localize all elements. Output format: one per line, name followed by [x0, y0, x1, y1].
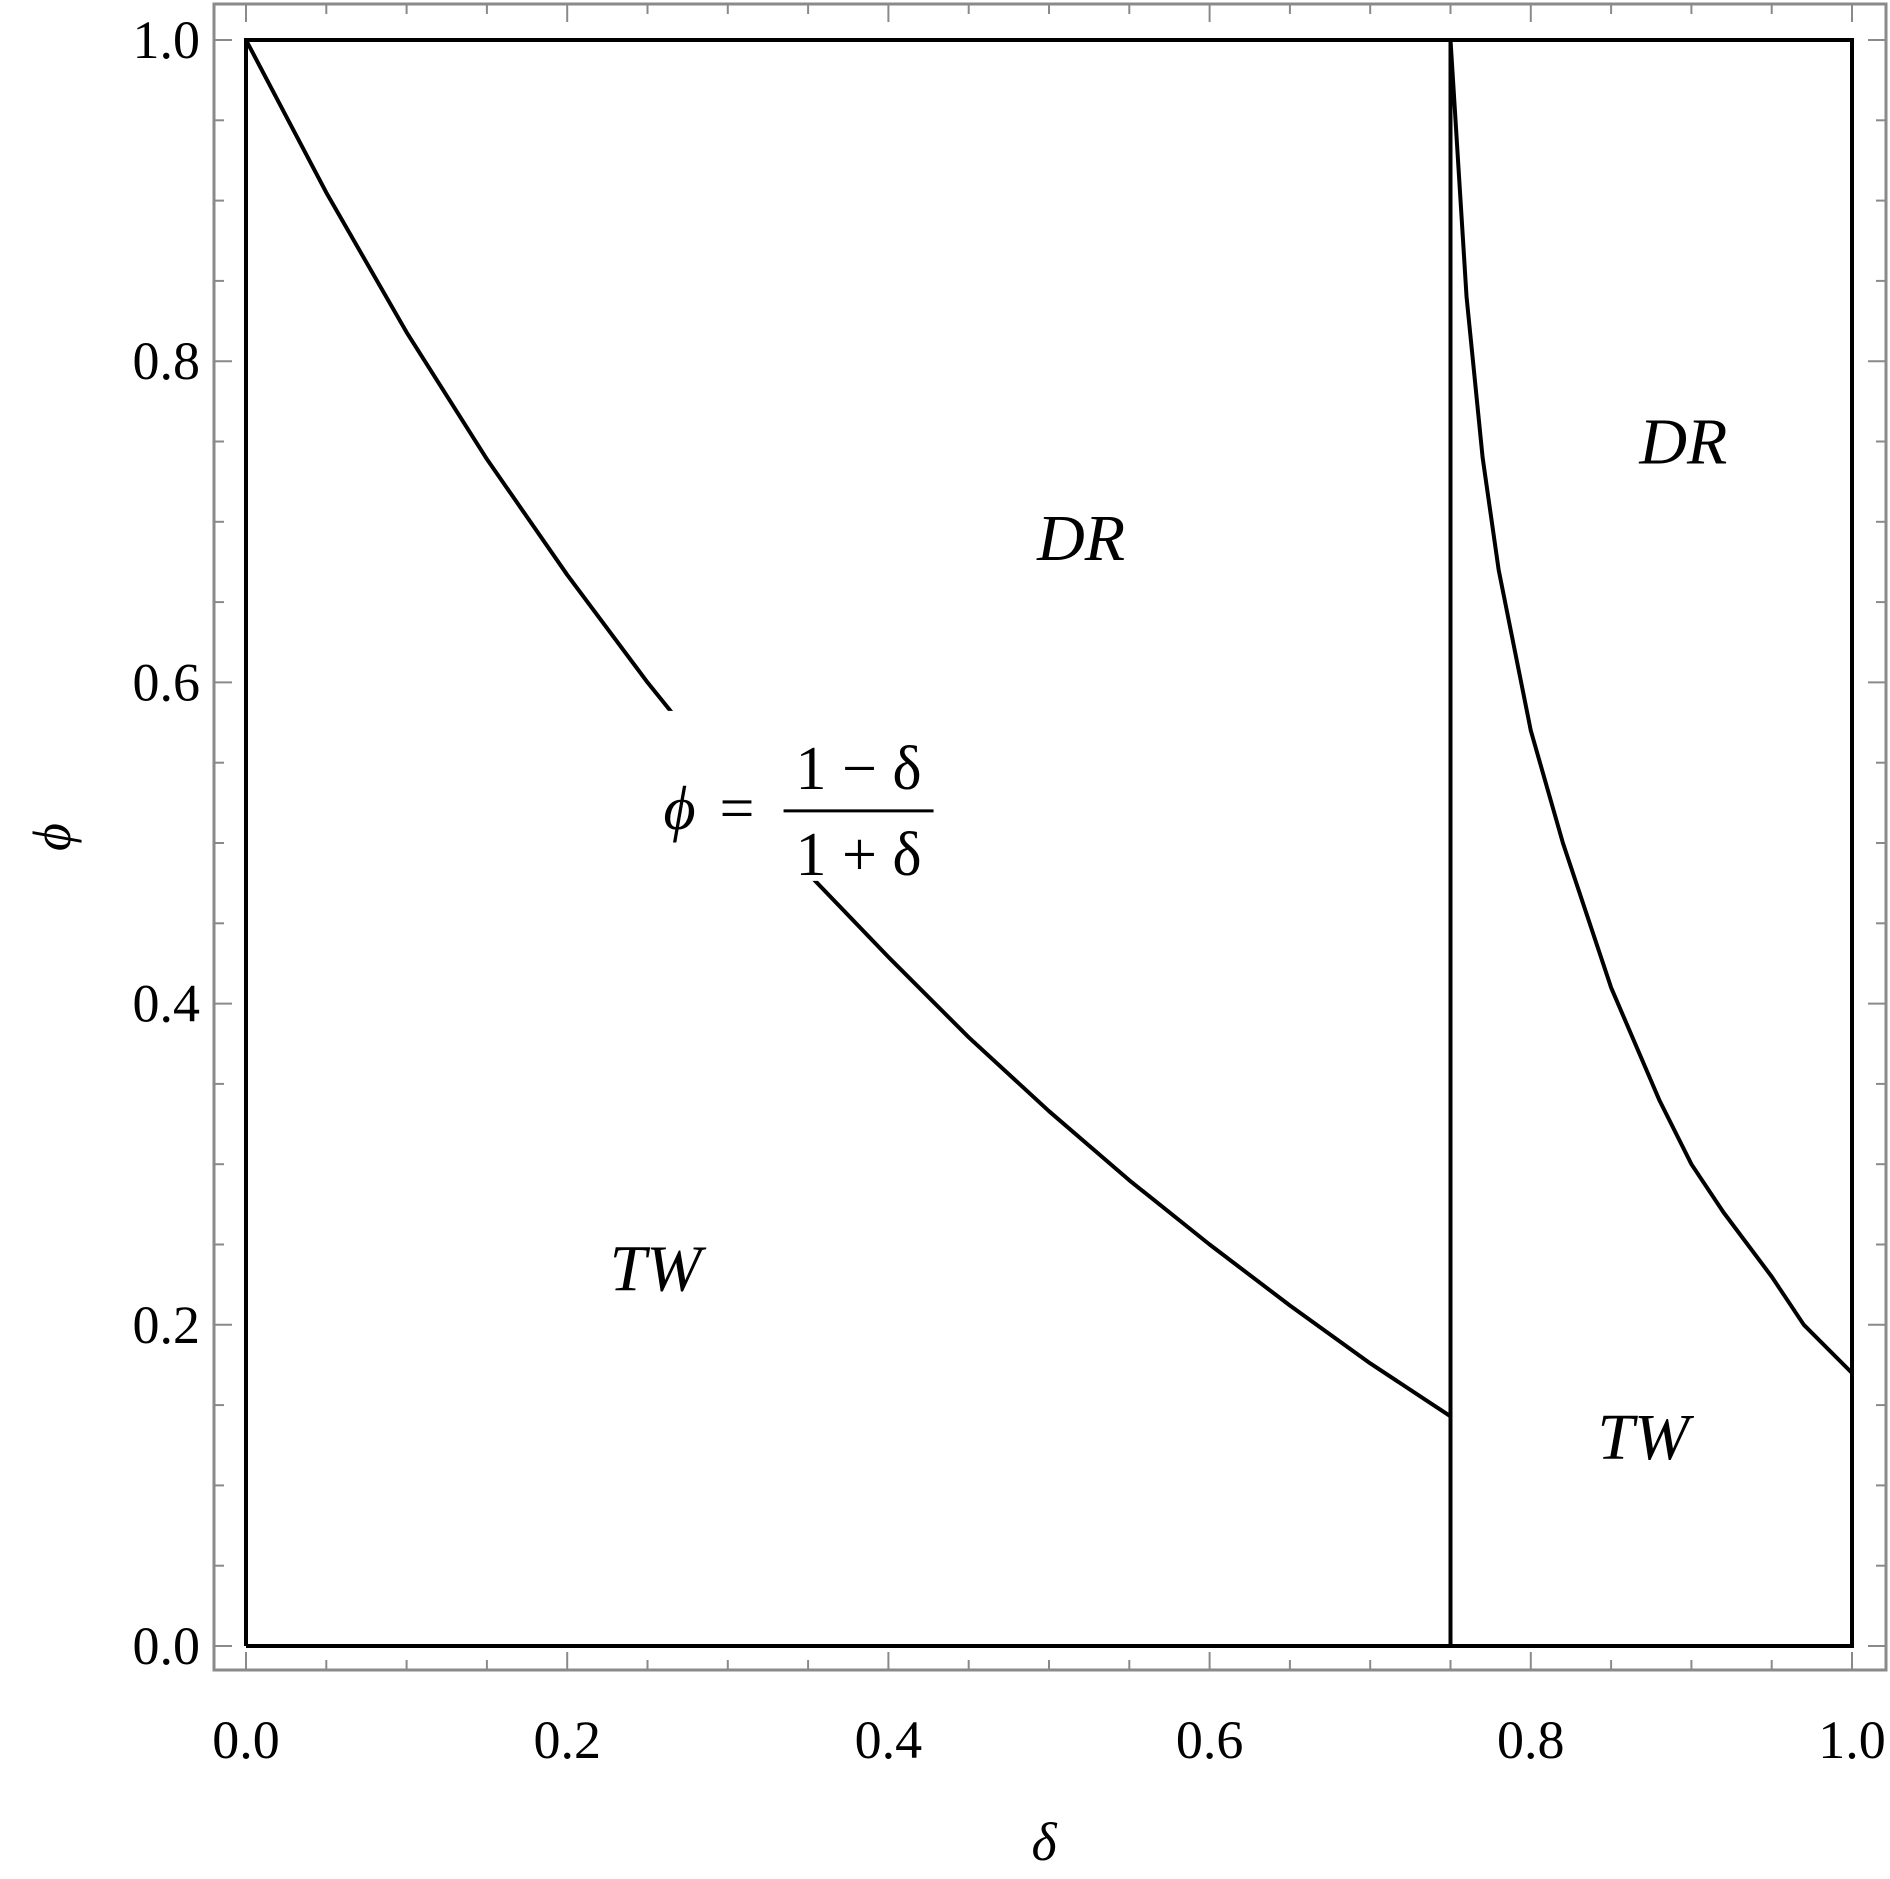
tick-marks [214, 4, 1886, 1670]
equation-background [653, 710, 954, 881]
series-curve [244, 39, 1452, 1419]
x-axis-label: δ [1031, 1812, 1057, 1872]
x-tick-label: 0.2 [533, 1710, 601, 1770]
equation-denominator: 1 + δ [795, 821, 921, 889]
y-tick-labels: 0.0 0.2 0.4 0.6 0.8 1.0 [133, 10, 201, 1676]
y-tick-label: 0.0 [133, 1616, 201, 1676]
region-label-tw: TW [610, 1233, 707, 1306]
x-tick-labels: 0.0 0.2 0.4 0.6 0.8 1.0 [212, 1710, 1886, 1770]
x-tick-label: 0.0 [212, 1710, 280, 1770]
y-tick-label: 0.6 [133, 652, 201, 712]
x-tick-label: 0.8 [1497, 1710, 1565, 1770]
curves [244, 39, 1854, 1419]
y-tick-label: 0.4 [133, 974, 201, 1034]
equation-numerator: 1 − δ [795, 735, 921, 803]
x-tick-label: 0.4 [855, 1710, 923, 1770]
y-axis-label: ϕ [22, 823, 82, 851]
y-tick-label: 1.0 [133, 10, 201, 70]
equation-mask [653, 710, 954, 881]
equation-label: ϕ = 1 − δ 1 + δ [664, 735, 934, 889]
x-tick-label: 1.0 [1818, 1710, 1886, 1770]
boundary-line [244, 38, 1854, 1648]
region-label-tw: TW [1597, 1401, 1694, 1474]
equation-equals: = [720, 775, 755, 843]
y-tick-label: 0.8 [133, 331, 201, 391]
series-curve [1448, 39, 1854, 1375]
region-label-dr: DR [1638, 406, 1727, 479]
y-tick-label: 0.2 [133, 1295, 201, 1355]
equation-lhs: ϕ [664, 775, 696, 843]
region-boundaries [244, 38, 1854, 1648]
x-tick-label: 0.6 [1176, 1710, 1244, 1770]
region-label-dr: DR [1036, 502, 1125, 575]
region-labels: DR DR TW TW [610, 406, 1728, 1475]
